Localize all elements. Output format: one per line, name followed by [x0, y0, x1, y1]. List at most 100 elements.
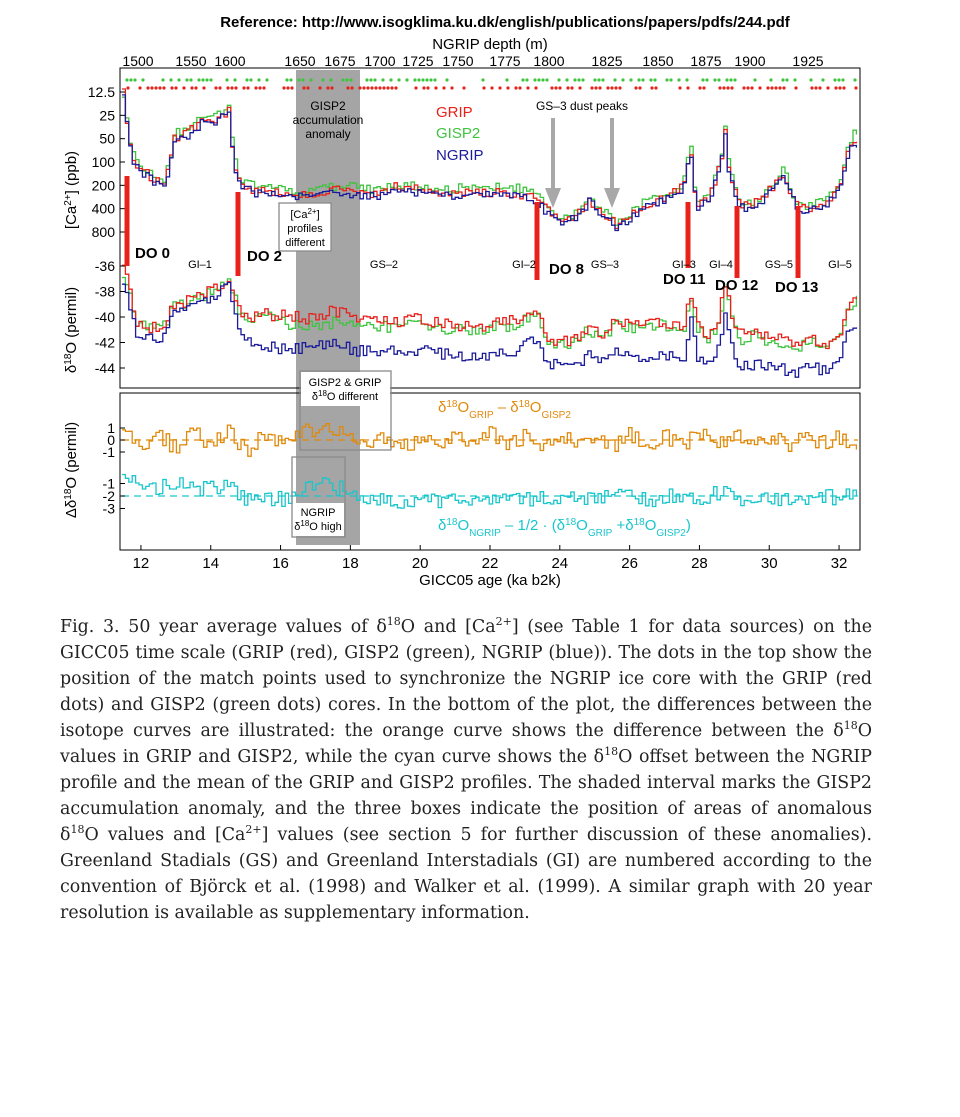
grip-match-dot — [382, 86, 386, 90]
grip-match-dot — [230, 86, 234, 90]
gisp2-match-dot — [781, 78, 785, 82]
gisp2-match-dot — [225, 78, 229, 82]
top-tick-label: 1700 — [364, 53, 395, 69]
accumulation-anomaly-shade — [296, 70, 360, 545]
legend-ngrip: NGRIP — [436, 147, 484, 164]
gisp2-match-dot — [369, 78, 373, 82]
grip-match-dot — [174, 86, 178, 90]
top-tick-label: 1800 — [533, 53, 564, 69]
gisp2-match-dot — [837, 78, 841, 82]
grip-match-dot — [194, 86, 198, 90]
grip-match-dot — [730, 86, 734, 90]
gisp2-match-dot — [573, 78, 577, 82]
grip-match-dot — [182, 86, 186, 90]
grip-match-dot — [386, 86, 390, 90]
gisp2-match-dot — [249, 78, 253, 82]
grip-match-dot — [778, 86, 782, 90]
grip-match-dot — [618, 86, 622, 90]
grip-match-dot — [558, 86, 562, 90]
grip-match-dot — [358, 86, 362, 90]
grip-match-dot — [498, 86, 502, 90]
grip-match-dot — [226, 86, 230, 90]
grip-match-dot — [514, 86, 518, 90]
grip-match-dot — [450, 86, 454, 90]
grip-match-dot — [718, 86, 722, 90]
d18o-box-label-bg — [301, 372, 390, 406]
gisp2-match-dot — [297, 78, 301, 82]
gisp2-match-dot — [545, 78, 549, 82]
ca-box-line-2: profiles — [287, 223, 323, 235]
grip-match-dot — [366, 86, 370, 90]
gisp2-match-dot — [809, 78, 813, 82]
gisp2-match-dot — [665, 78, 669, 82]
do-13-label: DO 13 — [775, 279, 818, 296]
grip-match-dot — [598, 86, 602, 90]
ngrip-box-line-1: NGRIP — [301, 507, 336, 519]
gisp2-match-dot — [405, 78, 409, 82]
y-tick-label: -3 — [103, 501, 116, 517]
y-tick-label: -44 — [95, 360, 115, 376]
gisp2-match-dot — [245, 78, 249, 82]
gisp2-match-dot — [389, 78, 393, 82]
top-tick-label: 1675 — [324, 53, 355, 69]
gisp2-match-dot — [201, 78, 205, 82]
do-0-label: DO 0 — [135, 245, 170, 262]
top-tick-label: 1550 — [175, 53, 206, 69]
gs-2-label: GS–2 — [370, 259, 398, 271]
x-tick-label: 18 — [342, 555, 359, 572]
grip-match-dot — [306, 86, 310, 90]
grip-match-dot — [170, 86, 174, 90]
ice-core-figure: Reference: http://www.isogklima.ku.dk/en… — [63, 14, 861, 589]
gs-5-label: GS–5 — [765, 259, 793, 271]
top-tick-label: 1825 — [591, 53, 622, 69]
gisp2-match-dot — [397, 78, 401, 82]
grip-match-dot — [774, 86, 778, 90]
gisp2-match-dot — [701, 78, 705, 82]
y-tick-label: -42 — [95, 335, 115, 351]
grip-match-dot — [814, 86, 818, 90]
legend-gisp2: GISP2 — [436, 125, 480, 142]
cyan-difference-curve — [122, 473, 858, 509]
y-tick-label: 400 — [92, 201, 116, 217]
grip-match-dot — [290, 86, 294, 90]
gisp2-match-dot — [301, 78, 305, 82]
grip-match-dot — [254, 86, 258, 90]
gisp2-match-dot — [613, 78, 617, 82]
grip-match-dot — [350, 86, 354, 90]
grip-match-dot — [378, 86, 382, 90]
gisp2-match-dot — [541, 78, 545, 82]
gisp2-match-dot — [621, 78, 625, 82]
gisp2-match-dot — [677, 78, 681, 82]
grip-match-dot — [842, 86, 846, 90]
grip-match-dot — [794, 86, 798, 90]
gisp2-match-dot — [581, 78, 585, 82]
gi-1-label: GI–1 — [188, 259, 212, 271]
grip-match-dot — [302, 86, 306, 90]
gisp2-match-dot — [653, 78, 657, 82]
y-tick-label: 50 — [99, 131, 115, 147]
do-12-label: DO 12 — [715, 277, 758, 294]
grip-match-dot — [262, 86, 266, 90]
gisp2-match-dot — [189, 78, 193, 82]
ngrip-box-label-bg — [293, 503, 344, 536]
grip-match-dot — [426, 86, 430, 90]
gisp2-match-dot — [421, 78, 425, 82]
gisp2-match-dot — [289, 78, 293, 82]
gi-2-label: GI–2 — [512, 259, 536, 271]
x-tick-label: 26 — [621, 555, 638, 572]
gisp2-match-dot — [669, 78, 673, 82]
dust-peak-arrows — [545, 118, 620, 208]
grip-match-dot — [154, 86, 158, 90]
grip-match-dot — [482, 86, 486, 90]
grip-match-dot — [234, 86, 238, 90]
gisp2-match-dot — [381, 78, 385, 82]
gisp2-match-dot — [649, 78, 653, 82]
gisp2-match-dot — [601, 78, 605, 82]
gi-4-label: GI–4 — [709, 259, 733, 271]
gisp2-match-dot — [641, 78, 645, 82]
grip-match-dot — [742, 86, 746, 90]
x-tick-label: 12 — [133, 555, 150, 572]
grip-match-dot — [590, 86, 594, 90]
grip-match-dot — [146, 86, 150, 90]
d18o-axis-title: δ18O (permil) — [63, 287, 81, 373]
